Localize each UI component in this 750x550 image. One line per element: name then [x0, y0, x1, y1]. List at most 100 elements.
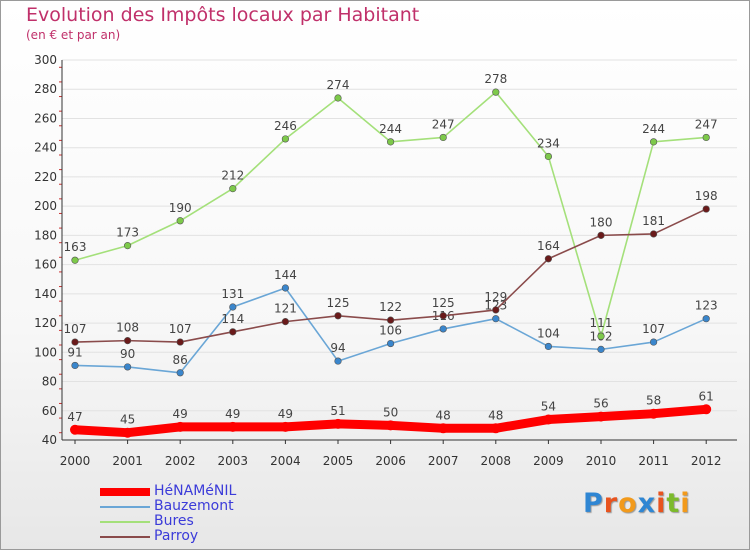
- data-label-bauzemont: 86: [173, 353, 188, 367]
- data-label-bauzemont: 131: [221, 287, 244, 301]
- data-point-bures: [123, 242, 132, 250]
- data-label-henamenil: 49: [173, 407, 188, 421]
- data-point-henamenil: [701, 404, 712, 415]
- data-point-bauzemont: [176, 369, 184, 377]
- data-label-bures: 278: [484, 72, 507, 86]
- data-point-bauzemont: [123, 363, 132, 371]
- data-point-henamenil: [596, 411, 606, 422]
- data-point-bures: [439, 133, 447, 142]
- y-tick-label: 160: [34, 258, 57, 272]
- data-label-bures: 244: [642, 122, 665, 136]
- data-point-parroy: [702, 205, 710, 213]
- x-tick-label: 2005: [323, 454, 354, 468]
- chart-subtitle: (en € et par an): [26, 28, 121, 42]
- data-label-parroy: 125: [327, 296, 350, 310]
- data-label-henamenil: 56: [593, 397, 608, 411]
- data-point-parroy: [71, 338, 79, 346]
- data-point-bures: [544, 152, 553, 161]
- data-label-parroy: 121: [274, 302, 297, 316]
- data-label-henamenil: 58: [646, 394, 661, 408]
- data-label-henamenil: 49: [225, 407, 240, 421]
- data-label-bauzemont: 106: [379, 324, 402, 338]
- data-point-bures: [492, 88, 500, 96]
- data-point-parroy: [123, 337, 132, 345]
- data-point-bauzemont: [281, 284, 290, 292]
- x-tick-label: 2004: [270, 454, 301, 468]
- data-point-bures: [176, 217, 184, 225]
- data-point-bauzemont: [229, 303, 237, 311]
- data-label-parroy: 122: [379, 300, 402, 314]
- legend-label: Parroy: [154, 528, 199, 544]
- y-tick-label: 220: [34, 170, 57, 184]
- y-tick-label: 240: [34, 141, 57, 155]
- legend-swatch: [100, 506, 150, 508]
- data-label-bures: 274: [327, 78, 350, 92]
- data-point-henamenil: [438, 423, 449, 434]
- data-label-henamenil: 45: [120, 413, 135, 427]
- x-tick-label: 2009: [533, 454, 564, 468]
- data-point-bauzemont: [387, 339, 395, 348]
- data-point-parroy: [439, 312, 447, 320]
- x-tick-label: 2012: [691, 454, 722, 468]
- data-point-bures: [281, 135, 290, 143]
- data-label-parroy: 164: [537, 239, 560, 253]
- legend-label: Bauzemont: [154, 498, 234, 514]
- data-label-bures: 247: [695, 117, 718, 131]
- y-tick-label: 60: [42, 404, 57, 418]
- data-point-henamenil: [122, 427, 133, 438]
- data-label-parroy: 108: [116, 321, 139, 335]
- data-label-bures: 190: [169, 201, 192, 215]
- y-tick-label: 280: [34, 82, 57, 96]
- logo-letter: i: [656, 488, 667, 519]
- data-point-bauzemont: [492, 315, 500, 323]
- data-point-henamenil: [385, 420, 396, 431]
- logo-letter: x: [637, 488, 657, 519]
- x-tick-label: 2011: [638, 454, 669, 468]
- data-point-bauzemont: [544, 342, 553, 351]
- data-point-henamenil: [280, 421, 291, 432]
- y-tick-label: 80: [42, 375, 57, 389]
- data-label-bauzemont: 144: [274, 268, 297, 282]
- data-point-bauzemont: [597, 345, 605, 353]
- data-label-parroy: 198: [695, 189, 718, 203]
- data-point-henamenil: [227, 421, 238, 432]
- data-label-parroy: 107: [169, 322, 192, 336]
- data-label-henamenil: 48: [436, 408, 451, 422]
- data-label-henamenil: 54: [541, 400, 556, 414]
- data-point-bures: [597, 332, 605, 340]
- y-tick-label: 100: [34, 345, 57, 359]
- data-point-bures: [71, 256, 79, 264]
- logo-letter: P: [583, 488, 604, 519]
- data-point-bures: [387, 138, 395, 146]
- data-label-bauzemont: 104: [537, 326, 560, 340]
- data-point-henamenil: [175, 421, 186, 432]
- data-point-bauzemont: [439, 325, 447, 333]
- data-point-parroy: [387, 316, 395, 324]
- y-tick-label: 180: [34, 228, 57, 242]
- data-point-bures: [702, 133, 710, 142]
- legend-swatch: [100, 536, 150, 538]
- data-point-parroy: [649, 230, 658, 238]
- logo-letter: t: [666, 488, 681, 519]
- x-tick-label: 2001: [112, 454, 143, 468]
- data-label-bauzemont: 123: [695, 299, 718, 313]
- x-tick-label: 2007: [428, 454, 459, 468]
- logo-letter: i: [680, 488, 691, 519]
- data-point-henamenil: [70, 424, 80, 435]
- data-label-bauzemont: 107: [642, 322, 665, 336]
- x-tick-label: 2000: [60, 454, 91, 468]
- data-label-henamenil: 61: [699, 389, 714, 403]
- legend-swatch: [100, 488, 150, 496]
- data-point-parroy: [334, 312, 342, 320]
- data-label-bauzemont: 90: [120, 347, 135, 361]
- data-point-bures: [334, 94, 342, 102]
- x-tick-label: 2003: [218, 454, 249, 468]
- legend-label: Bures: [154, 513, 194, 529]
- y-tick-label: 140: [34, 287, 57, 301]
- data-label-henamenil: 50: [383, 405, 398, 419]
- x-tick-label: 2010: [586, 454, 617, 468]
- data-label-henamenil: 48: [488, 408, 503, 422]
- logo-letter: o: [618, 488, 638, 519]
- data-label-bures: 173: [116, 226, 139, 240]
- proxiti-logo: Proxiti: [583, 488, 691, 519]
